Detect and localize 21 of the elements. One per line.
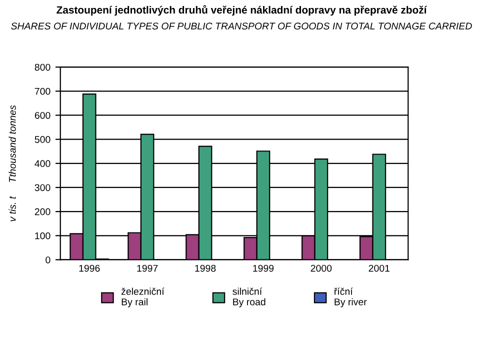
x-tick-label: 2001: [368, 264, 390, 272]
y-tick-label: 700: [34, 88, 50, 95]
y-tick-label: 500: [34, 136, 50, 143]
chart-subtitle: SHARES OF INDIVIDUAL TYPES OF PUBLIC TRANSPORT OF GOODS IN TOTAL TONNAGE CARRIED: [11, 22, 472, 30]
y-tick-label: 600: [34, 112, 50, 119]
y-axis-title: v tis. t Tthousand tonnes: [8, 105, 16, 222]
legend-label: železniční By rail: [121, 288, 164, 308]
y-tick-label: 300: [34, 184, 50, 192]
chart-title: Zastoupení jednotlivých druhů veřejné nákladní dopravy na přepravě zboží: [56, 5, 428, 16]
legend-label: říční By river: [334, 288, 367, 308]
x-tick-label: 2000: [310, 264, 332, 272]
x-tick-label: 1996: [79, 264, 100, 272]
y-tick-label: 400: [34, 160, 50, 168]
y-tick-label: 200: [34, 208, 50, 216]
y-tick-label: 100: [35, 232, 50, 240]
x-tick-label: 1997: [137, 264, 158, 272]
y-tick-label: 0: [46, 256, 50, 264]
x-tick-label: 1998: [195, 264, 216, 272]
legend-label: silniční By road: [232, 288, 266, 308]
y-tick-label: 800: [34, 64, 50, 71]
x-tick-label: 1999: [253, 264, 274, 272]
